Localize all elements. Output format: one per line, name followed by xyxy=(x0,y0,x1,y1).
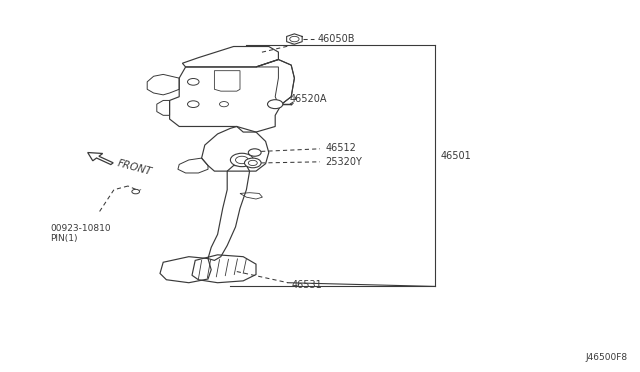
Circle shape xyxy=(220,102,228,107)
Text: 46512: 46512 xyxy=(325,144,356,153)
Text: J46500F8: J46500F8 xyxy=(585,353,627,362)
Text: 46501: 46501 xyxy=(440,151,471,161)
Circle shape xyxy=(188,78,199,85)
Text: 46520A: 46520A xyxy=(289,94,327,103)
Polygon shape xyxy=(287,34,302,44)
Circle shape xyxy=(132,189,140,194)
Text: 00923-10810: 00923-10810 xyxy=(50,224,111,233)
Circle shape xyxy=(188,101,199,108)
Text: 46050B: 46050B xyxy=(317,34,355,44)
Circle shape xyxy=(248,149,261,156)
FancyArrow shape xyxy=(88,153,113,164)
Text: 25320Y: 25320Y xyxy=(325,157,362,167)
Circle shape xyxy=(230,153,253,167)
Text: PIN(1): PIN(1) xyxy=(50,234,77,243)
Text: 46531: 46531 xyxy=(291,280,322,290)
Circle shape xyxy=(268,100,283,109)
Circle shape xyxy=(244,158,261,168)
Text: FRONT: FRONT xyxy=(116,159,154,177)
